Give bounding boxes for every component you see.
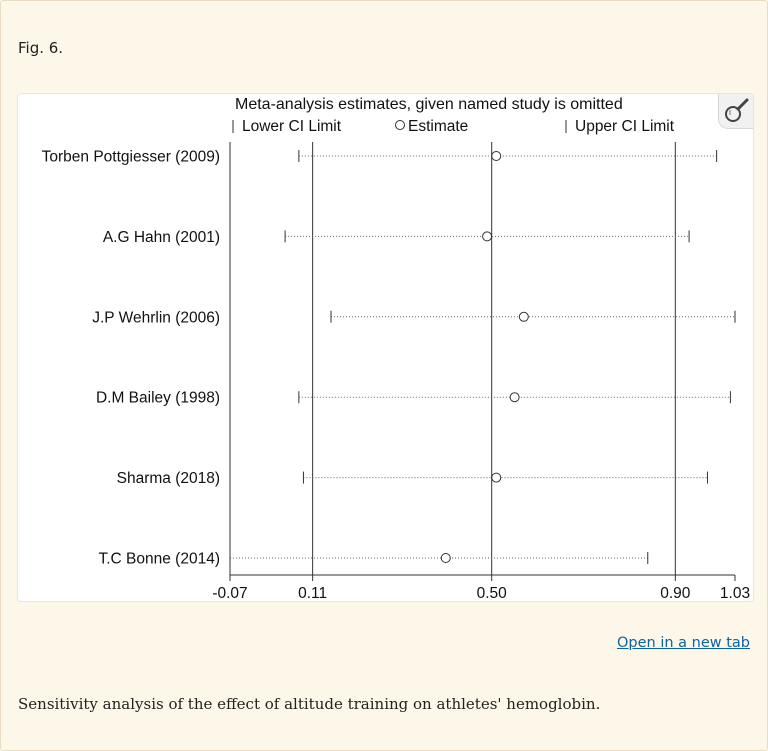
study-label: J.P Wehrlin (2006): [92, 309, 220, 326]
x-tick-label-2: 0.50: [477, 585, 508, 601]
study-label: A.G Hahn (2001): [103, 229, 220, 246]
study-label: Sharma (2018): [117, 470, 220, 487]
magnifier-icon: [725, 98, 749, 122]
x-tick-label-1: 0.11: [298, 585, 327, 601]
estimate-point: [518, 311, 529, 322]
study-row: Torben Pottgiesser (2009): [42, 149, 718, 166]
study-label: D.M Bailey (1998): [96, 390, 220, 407]
study-row: T.C Bonne (2014): [99, 551, 649, 568]
chart-container: Meta-analysis estimates, given named stu…: [17, 93, 754, 602]
study-row: J.P Wehrlin (2006): [92, 309, 736, 326]
x-tick-label-4: 1.03: [720, 585, 750, 601]
legend-lower-label: Lower CI Limit: [242, 118, 342, 135]
zoom-button[interactable]: [718, 94, 753, 129]
study-row: Sharma (2018): [117, 470, 708, 487]
estimate-point: [440, 553, 451, 563]
reference-lines: [229, 142, 676, 575]
study-row: D.M Bailey (1998): [96, 390, 731, 407]
legend-estimate-label: Estimate: [408, 118, 468, 135]
figure-label: Fig. 6.: [18, 39, 64, 57]
legend: Lower CI Limit Estimate Upper CI Limit: [232, 118, 675, 135]
open-in-new-tab-link[interactable]: Open in a new tab: [616, 635, 750, 651]
study-label: Torben Pottgiesser (2009): [42, 149, 220, 166]
x-axis-tick-labels: -0.07 0.11 0.50 0.90 1.03: [212, 585, 750, 601]
forest-plot: Meta-analysis estimates, given named stu…: [42, 96, 750, 601]
x-tick-label-0: -0.07: [212, 585, 247, 601]
chart-title: Meta-analysis estimates, given named stu…: [235, 96, 623, 113]
study-label: T.C Bonne (2014): [99, 551, 221, 568]
figure-caption: Sensitivity analysis of the effect of al…: [18, 695, 601, 713]
estimate-point: [509, 392, 520, 403]
legend-estimate-marker: [395, 120, 405, 130]
x-tick-label-3: 0.90: [660, 585, 691, 601]
study-row: A.G Hahn (2001): [103, 229, 690, 246]
study-rows: Torben Pottgiesser (2009) A.G Hahn (2001)…: [42, 149, 736, 568]
estimate-point: [491, 151, 502, 161]
legend-upper-label: Upper CI Limit: [575, 118, 675, 135]
x-axis-ticks: [229, 575, 736, 581]
estimate-point: [482, 231, 493, 242]
estimate-point: [491, 472, 502, 483]
